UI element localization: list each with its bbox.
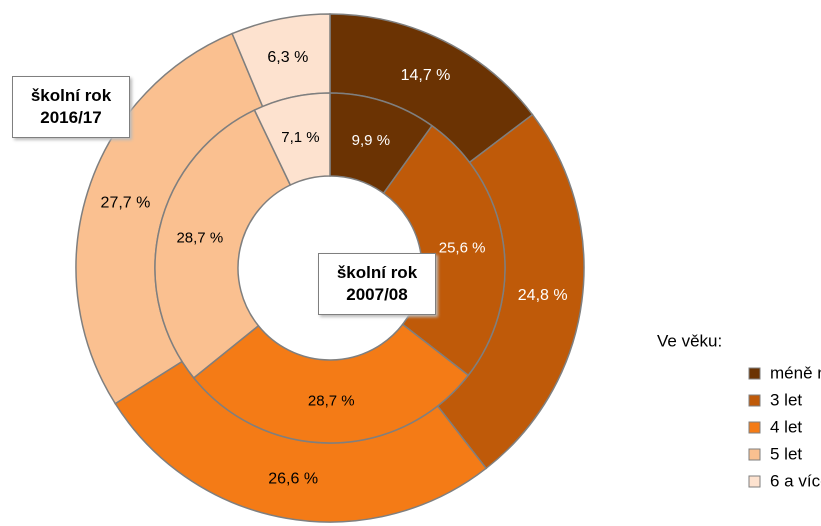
legend-label: méně než 3 roky	[770, 363, 821, 382]
data-label: 27,7 %	[101, 195, 151, 212]
donut-segment	[253, 92, 331, 187]
data-label: 24,8 %	[518, 287, 568, 304]
data-label: 28,7 %	[308, 392, 355, 409]
legend-swatch	[748, 421, 761, 434]
legend-swatch	[748, 394, 761, 407]
legend-swatch	[748, 367, 761, 380]
donut-segment	[192, 323, 470, 444]
data-label: 28,7 %	[176, 229, 223, 246]
inner-ring-label: školní rok 2007/08	[318, 253, 436, 315]
legend-swatch	[748, 475, 761, 488]
legend-label: 5 let	[770, 444, 802, 463]
donut-segment	[154, 109, 292, 379]
legend-swatch	[748, 448, 761, 461]
data-label: 14,7 %	[401, 67, 451, 84]
legend-title: Ve věku:	[657, 331, 722, 350]
legend-label: 6 a více let	[770, 471, 821, 490]
outer-ring-label: školní rok 2016/17	[12, 76, 130, 138]
data-label: 9,9 %	[352, 132, 390, 149]
data-label: 26,6 %	[268, 471, 318, 488]
legend-label: 4 let	[770, 417, 802, 436]
data-label: 25,6 %	[439, 240, 486, 257]
data-label: 7,1 %	[281, 129, 319, 146]
data-label: 6,3 %	[267, 49, 308, 66]
legend-label: 3 let	[770, 390, 802, 409]
